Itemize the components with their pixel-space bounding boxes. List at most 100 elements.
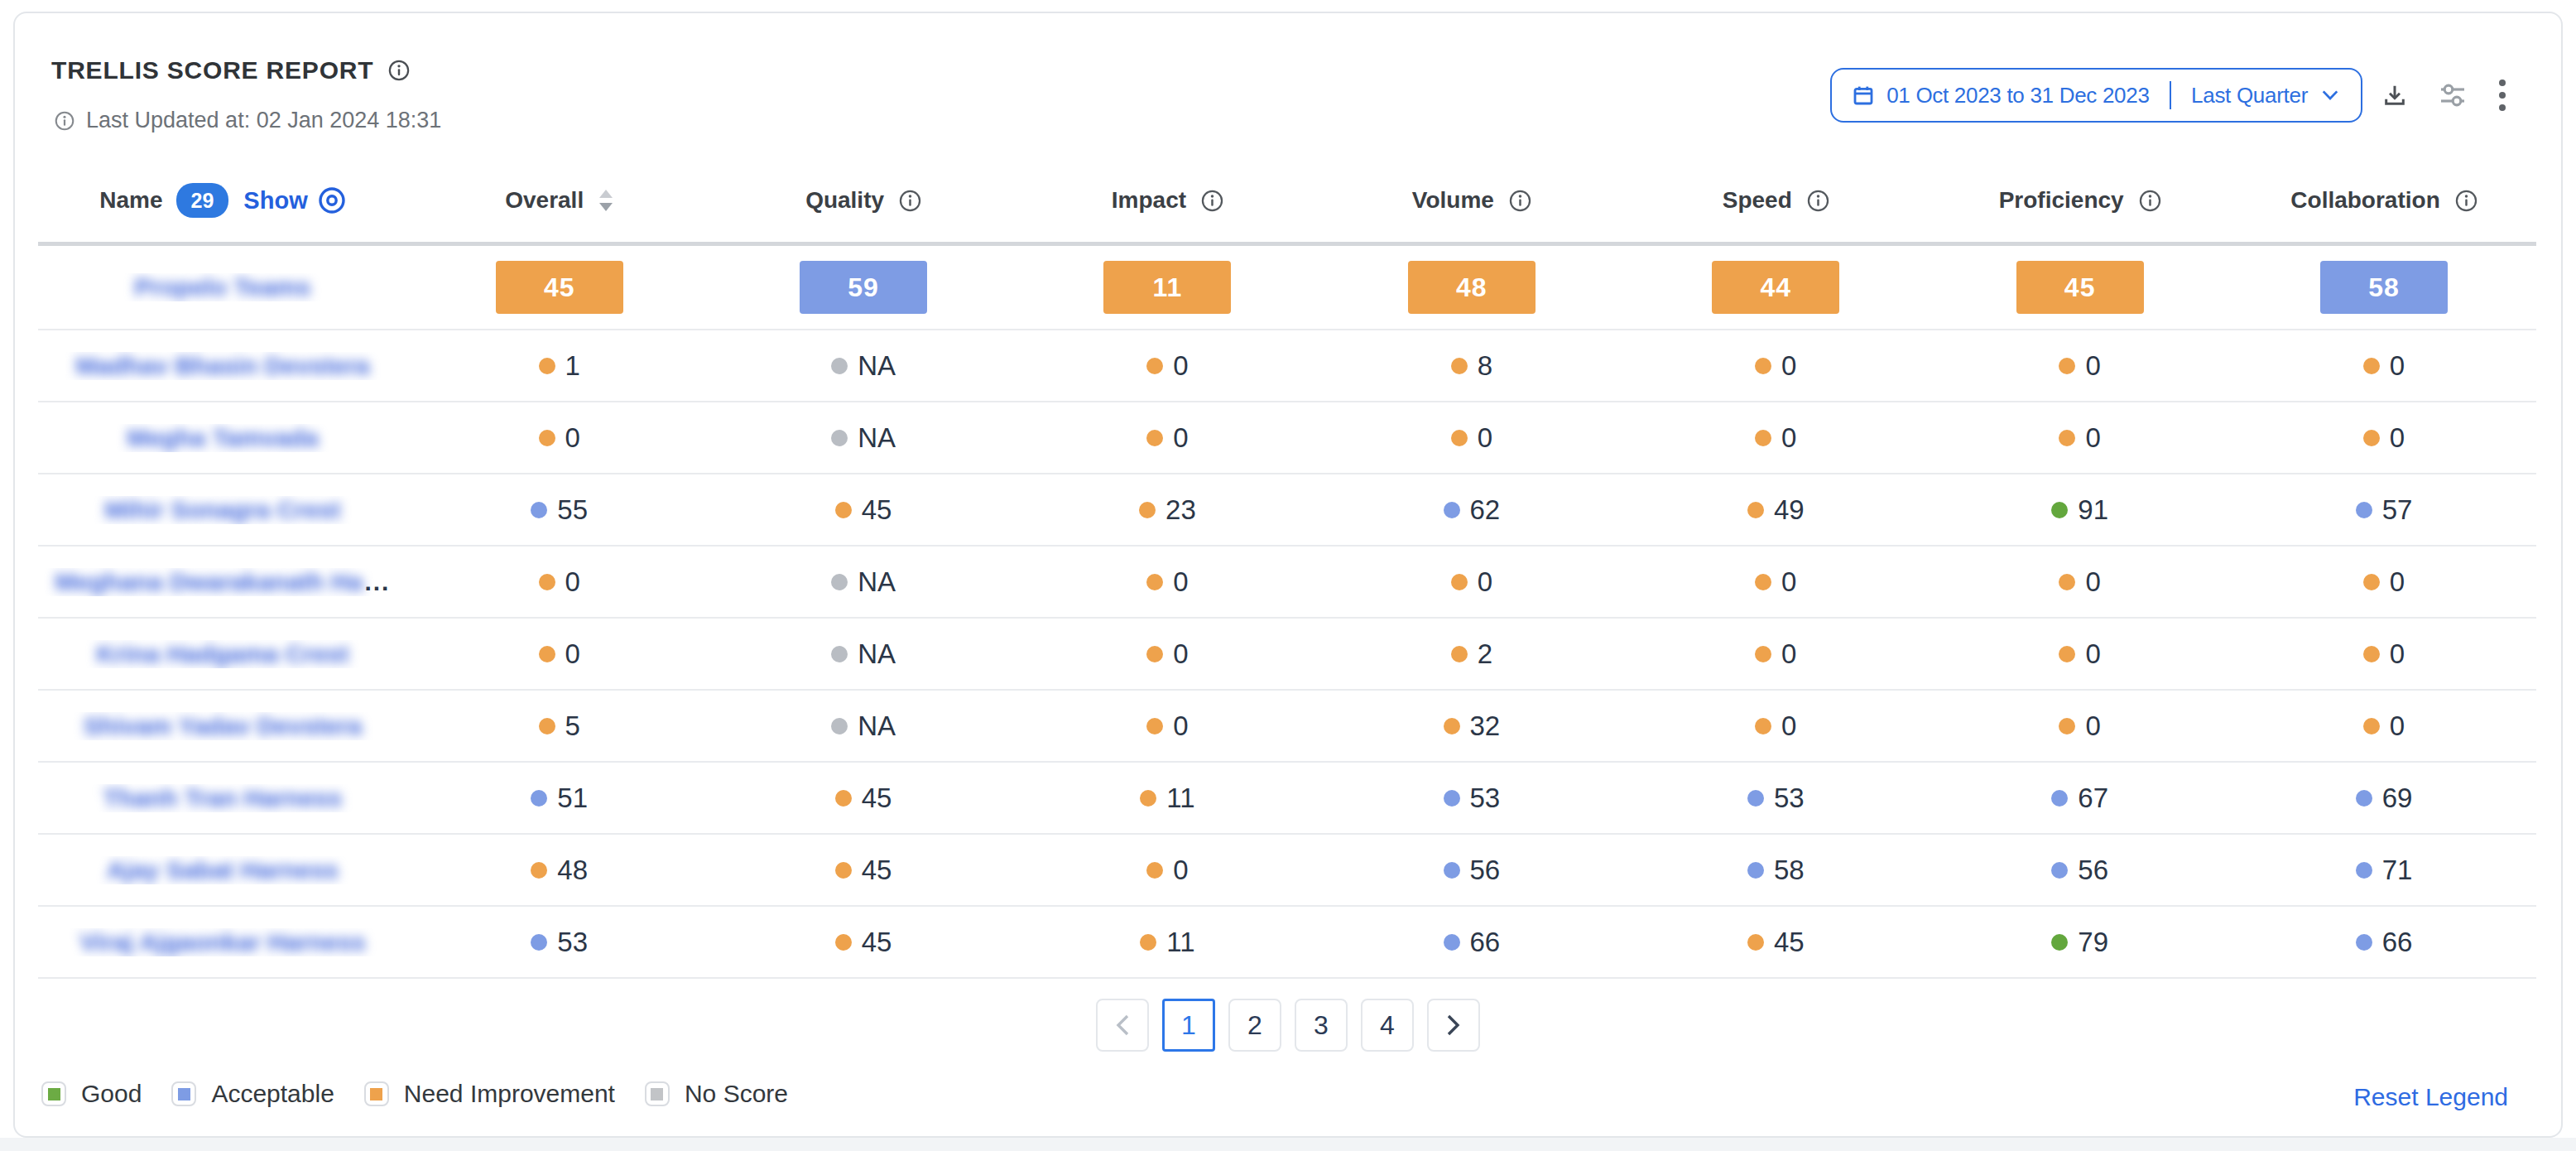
kebab-menu-icon[interactable] [2498,79,2506,112]
column-header-proficiency: Proficiency [1928,187,2232,214]
table-row-summary: Propelo Teams45591148444558 [38,246,2536,330]
score-level-dot [531,934,547,951]
sliders-icon[interactable] [2440,82,2465,108]
score-cell: 0 [1016,710,1319,742]
pagination-next-button[interactable] [1427,999,1480,1052]
row-name-link[interactable]: Shivam Yadav Devstera [38,712,407,740]
score-level-dot [1140,934,1156,951]
info-icon[interactable] [2455,190,2477,212]
score-level-dot [1444,862,1460,879]
legend-label: Need Improvement [404,1080,615,1108]
score-value: 53 [1470,783,1501,814]
score-value: 0 [2390,638,2405,670]
date-range-picker[interactable]: 01 Oct 2023 to 31 Dec 2023 Last Quarter [1830,68,2362,123]
score-value: 48 [557,855,588,886]
legend-item-good[interactable]: Good [41,1080,142,1108]
row-name-link[interactable]: Madhav Bhasin Devstera [38,352,407,380]
score-cell: 45 [711,855,1015,886]
score-level-dot [1146,646,1163,662]
score-chip: 45 [496,261,623,314]
column-header-quality: Quality [711,187,1015,214]
row-name-link[interactable]: Ajay Sabat Harness [38,856,407,884]
title-info-icon[interactable] [388,60,410,81]
row-name-link[interactable]: Meghana Dwarakanath Ha... [38,568,407,596]
sort-icon [598,189,613,212]
reset-legend-link[interactable]: Reset Legend [2353,1083,2508,1111]
score-level-dot [2356,934,2372,951]
score-level-dot [831,574,848,590]
pagination: 1234 [15,999,2561,1052]
legend-item-need_improvement[interactable]: Need Improvement [364,1080,615,1108]
score-value: 0 [2085,710,2100,742]
row-name-link[interactable]: Propelo Teams [38,273,407,301]
info-icon[interactable] [1201,190,1223,212]
score-value: 0 [1781,422,1796,454]
score-cell: 49 [1624,494,1928,526]
show-names-button[interactable]: Show [243,186,345,214]
score-value: 8 [1478,350,1492,382]
score-chip: 44 [1712,261,1839,314]
trellis-score-table: Name29ShowOverallQualityImpactVolumeSpee… [38,159,2536,979]
score-value: 0 [565,566,580,598]
row-name-link[interactable]: Krina Hadgama Crest [38,640,407,668]
info-icon[interactable] [1807,190,1829,212]
column-header-overall[interactable]: Overall [407,187,711,214]
last-updated-info-icon[interactable] [55,111,74,131]
score-value: 58 [1774,855,1805,886]
score-cell: 71 [2232,855,2535,886]
score-cell: 0 [1624,350,1928,382]
score-value: 1 [565,350,580,382]
score-value: 56 [1470,855,1501,886]
pagination-page-4[interactable]: 4 [1361,999,1414,1052]
score-value: 0 [1173,638,1188,670]
score-value: 0 [1781,350,1796,382]
chevron-left-icon [1115,1014,1130,1037]
score-cell: 0 [407,566,711,598]
score-cell: NA [711,638,1015,670]
score-level-dot [2356,862,2372,879]
score-value: 0 [1781,710,1796,742]
legend-label: No Score [685,1080,788,1108]
score-cell: 0 [2232,638,2535,670]
score-level-dot [1755,358,1771,374]
score-cell: 0 [1624,566,1928,598]
pagination-page-1[interactable]: 1 [1162,999,1215,1052]
legend-item-acceptable[interactable]: Acceptable [171,1080,334,1108]
row-name-link[interactable]: Viraj Ajgaonkar Harness [38,928,407,956]
row-name-link[interactable]: Thanh Tran Harness [38,784,407,812]
score-level-dot [1444,502,1460,518]
score-value: 45 [862,494,892,526]
pagination-page-2[interactable]: 2 [1228,999,1281,1052]
score-level-dot [831,430,848,446]
score-value: 45 [1774,927,1805,958]
masked-name: Ajay Sabat Harness [107,856,339,884]
score-cell: 23 [1016,494,1319,526]
row-name-link[interactable]: Mihir Sonagra Crest [38,496,407,524]
score-cell: 0 [1624,638,1928,670]
table-row: Madhav Bhasin Devstera1NA08000 [38,330,2536,402]
row-name-link[interactable]: Megha Tamvada [38,424,407,452]
legend-swatch [171,1081,196,1106]
score-level-dot [1755,718,1771,734]
pagination-page-3[interactable]: 3 [1295,999,1348,1052]
info-icon[interactable] [899,190,921,212]
table-row: Megha Tamvada0NA00000 [38,402,2536,474]
score-cell: 32 [1319,710,1623,742]
info-icon[interactable] [1509,190,1531,212]
score-cell: 53 [1624,783,1928,814]
score-value: 0 [1478,422,1492,454]
score-level-dot [2059,646,2075,662]
score-level-dot [831,718,848,734]
masked-name: Krina Hadgama Crest [96,640,348,668]
info-icon[interactable] [2139,190,2161,212]
legend-item-no_score[interactable]: No Score [645,1080,788,1108]
pagination-prev-button[interactable] [1096,999,1149,1052]
score-level-dot [531,502,547,518]
score-value: 69 [2382,783,2413,814]
score-level-dot [1451,574,1468,590]
score-value: 56 [2078,855,2108,886]
legend-label: Good [81,1080,142,1108]
score-cell: 2 [1319,638,1623,670]
table-row: Meghana Dwarakanath Ha...0NA00000 [38,547,2536,619]
download-icon[interactable] [2382,82,2407,108]
